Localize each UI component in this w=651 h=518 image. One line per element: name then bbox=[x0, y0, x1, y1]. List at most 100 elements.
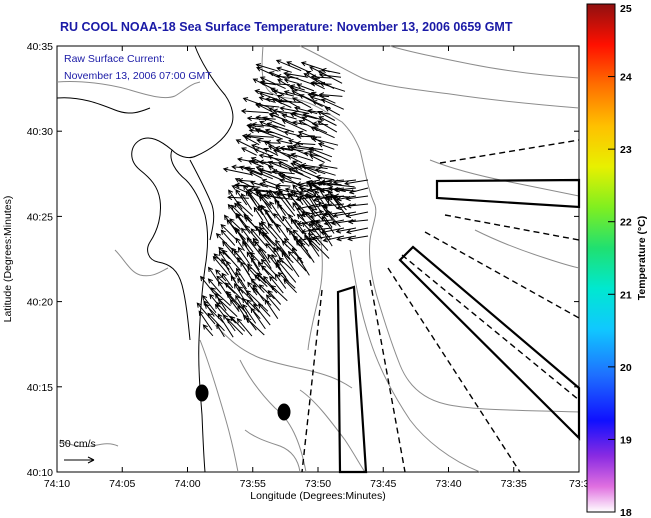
current-vector bbox=[229, 315, 246, 332]
current-vector bbox=[276, 223, 289, 241]
current-vector bbox=[334, 187, 357, 193]
plot-frame bbox=[56, 45, 580, 473]
current-vector bbox=[308, 150, 332, 162]
colorbar-tick-label: 19 bbox=[620, 434, 632, 446]
current-vector bbox=[287, 250, 307, 272]
current-vector bbox=[246, 251, 262, 276]
current-vector bbox=[318, 116, 337, 126]
current-vector bbox=[335, 227, 357, 234]
x-tick-label: 73:35 bbox=[501, 478, 527, 490]
current-vector bbox=[275, 138, 293, 145]
current-vector bbox=[336, 235, 357, 242]
current-vector bbox=[301, 116, 319, 127]
current-vector bbox=[332, 179, 357, 185]
current-vector bbox=[242, 314, 265, 336]
current-vector bbox=[285, 73, 311, 84]
current-vector bbox=[246, 299, 260, 313]
marker-west bbox=[195, 384, 209, 402]
current-vector bbox=[240, 193, 253, 210]
zone-outlines bbox=[336, 178, 581, 474]
current-vector bbox=[336, 195, 357, 202]
current-vector bbox=[309, 154, 325, 163]
zone-northeast bbox=[435, 178, 581, 209]
current-vector bbox=[256, 272, 278, 294]
current-vector bbox=[332, 211, 357, 218]
current-vector bbox=[267, 290, 282, 305]
current-vector bbox=[235, 213, 251, 234]
current-vector bbox=[254, 274, 268, 287]
colorbar-label: Temperature (°C) bbox=[636, 216, 648, 301]
current-vector bbox=[324, 107, 341, 116]
current-vector bbox=[254, 128, 283, 140]
current-vector bbox=[221, 257, 237, 283]
current-vector bbox=[281, 119, 307, 132]
current-vector bbox=[291, 97, 312, 109]
current-vector bbox=[227, 194, 249, 201]
current-vector bbox=[247, 281, 258, 296]
current-vector bbox=[220, 223, 238, 241]
current-vector bbox=[250, 157, 274, 168]
x-tick-label: 74:10 bbox=[44, 478, 70, 490]
current-vector bbox=[276, 192, 296, 217]
current-vector bbox=[315, 174, 335, 181]
current-vector bbox=[320, 227, 345, 235]
current-vector bbox=[296, 203, 321, 211]
current-vector bbox=[264, 128, 291, 140]
current-vector bbox=[261, 231, 285, 254]
current-vector bbox=[276, 66, 292, 73]
current-vector bbox=[297, 255, 310, 276]
current-vector bbox=[226, 260, 238, 278]
x-tick-label: 73:3 bbox=[569, 478, 590, 490]
current-vector bbox=[237, 277, 254, 302]
current-vector bbox=[296, 213, 311, 227]
x-tick-label: 73:45 bbox=[370, 478, 396, 490]
current-vector bbox=[295, 140, 316, 147]
current-vector bbox=[291, 247, 304, 264]
current-vector bbox=[250, 180, 269, 188]
current-vector bbox=[296, 133, 322, 139]
current-vector bbox=[281, 113, 297, 120]
current-vector bbox=[281, 251, 300, 278]
current-vector bbox=[317, 70, 343, 84]
current-vector bbox=[295, 240, 311, 259]
current-vector bbox=[240, 261, 257, 288]
current-vector bbox=[244, 136, 260, 146]
current-vector bbox=[222, 167, 253, 176]
current-vector bbox=[256, 190, 275, 217]
current-vector bbox=[311, 235, 333, 242]
current-vector bbox=[240, 108, 269, 114]
current-vector bbox=[310, 91, 336, 104]
current-vector bbox=[303, 73, 322, 85]
current-vector bbox=[258, 284, 275, 300]
current-vector bbox=[300, 241, 315, 263]
current-vector bbox=[294, 218, 311, 242]
current-vector bbox=[345, 203, 369, 209]
x-tick-label: 73:55 bbox=[240, 478, 266, 490]
current-vector bbox=[311, 81, 325, 90]
current-vector bbox=[287, 168, 312, 180]
current-vector bbox=[277, 172, 302, 180]
current-vector bbox=[251, 143, 270, 152]
current-vector bbox=[344, 179, 369, 186]
current-vector bbox=[275, 239, 291, 260]
current-vector bbox=[235, 212, 248, 228]
sector-dashed-lines bbox=[301, 139, 580, 473]
current-vector bbox=[292, 160, 317, 175]
current-vector bbox=[244, 166, 273, 180]
current-vector bbox=[231, 185, 249, 194]
y-tick-label: 40:10 bbox=[27, 467, 53, 479]
current-vector bbox=[245, 289, 269, 312]
colorbar-tick-label: 25 bbox=[620, 3, 632, 15]
current-vector bbox=[319, 81, 346, 92]
colorbar-tick-label: 21 bbox=[620, 289, 632, 301]
current-vector bbox=[226, 318, 244, 335]
current-vector bbox=[318, 92, 343, 98]
current-vector bbox=[302, 112, 324, 121]
current-vector bbox=[264, 299, 279, 319]
current-vector bbox=[247, 263, 267, 284]
current-vector bbox=[310, 227, 333, 233]
current-vector bbox=[269, 275, 284, 294]
current-vector bbox=[298, 94, 323, 108]
current-vector bbox=[258, 248, 272, 269]
current-vector bbox=[212, 255, 229, 276]
